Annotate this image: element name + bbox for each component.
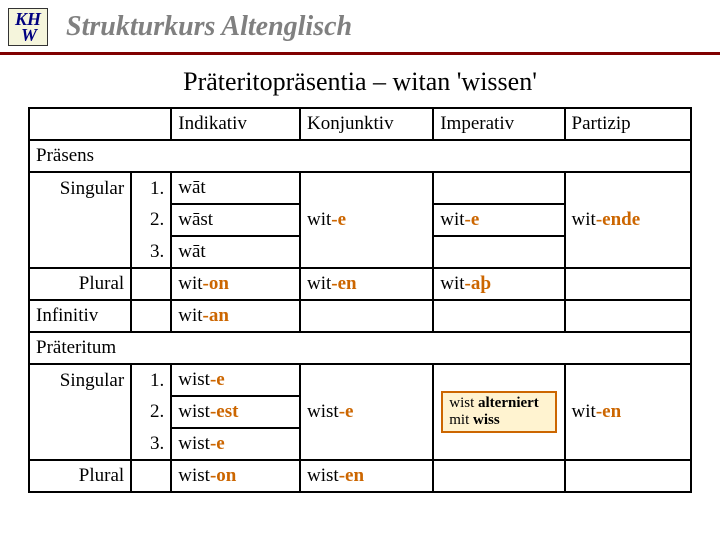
paradigm-table: Indikativ Konjunktiv Imperativ Partizip … bbox=[28, 107, 692, 493]
section-infinitiv: Infinitiv bbox=[29, 300, 131, 332]
row-label-singular: Singular bbox=[29, 364, 131, 396]
cell-indikativ: wist-e bbox=[171, 364, 300, 396]
table-row: Plural wist-on wist-en bbox=[29, 460, 691, 492]
note-cell: wist alterniert mit wiss bbox=[433, 364, 564, 460]
cell-indikativ: wist-est bbox=[171, 396, 300, 428]
page-title: Präteritopräsentia – witan 'wissen' bbox=[0, 67, 720, 97]
row-label-plural: Plural bbox=[29, 460, 131, 492]
header-imperativ: Imperativ bbox=[433, 108, 564, 140]
cell-konjunktiv: wit-en bbox=[300, 268, 433, 300]
cell-indikativ: wit-on bbox=[171, 268, 300, 300]
cell-konjunktiv: wist-e bbox=[300, 396, 433, 428]
row-label-plural: Plural bbox=[29, 268, 131, 300]
person-number: 3. bbox=[131, 236, 171, 268]
cell-partizip: wit-ende bbox=[565, 172, 691, 268]
cell-partizip: wit-en bbox=[565, 364, 691, 460]
prasens-section-row: Präsens bbox=[29, 140, 691, 172]
cell-indikativ: wit-an bbox=[171, 300, 300, 332]
person-number: 2. bbox=[131, 396, 171, 428]
course-title: Strukturkurs Altenglisch bbox=[66, 11, 352, 43]
cell-konjunktiv: wist-en bbox=[300, 460, 433, 492]
header-bar: KH W Strukturkurs Altenglisch bbox=[0, 0, 720, 55]
cell-indikativ: wāt bbox=[171, 172, 300, 204]
logo-line2: W bbox=[15, 27, 41, 43]
row-label-singular: Singular bbox=[29, 172, 131, 204]
table-row: Singular 1. wist-e wist alterniert mit w… bbox=[29, 364, 691, 396]
cell-konjunktiv: wit-e bbox=[300, 204, 433, 236]
cell-indikativ: wāt bbox=[171, 236, 300, 268]
header-indikativ: Indikativ bbox=[171, 108, 300, 140]
cell-imperativ: wit-aþ bbox=[433, 268, 564, 300]
table-row: Infinitiv wit-an bbox=[29, 300, 691, 332]
cell-indikativ: wist-on bbox=[171, 460, 300, 492]
person-number: 3. bbox=[131, 428, 171, 460]
table-row: Singular 1. wāt wit-ende bbox=[29, 172, 691, 204]
table-row: Plural wit-on wit-en wit-aþ bbox=[29, 268, 691, 300]
person-number: 1. bbox=[131, 172, 171, 204]
cell-indikativ: wāst bbox=[171, 204, 300, 236]
logo: KH W bbox=[8, 8, 48, 46]
note-box: wist alterniert mit wiss bbox=[441, 391, 556, 433]
section-prateritum: Präteritum bbox=[29, 332, 691, 364]
section-prasens: Präsens bbox=[29, 140, 691, 172]
table-header-row: Indikativ Konjunktiv Imperativ Partizip bbox=[29, 108, 691, 140]
header-partizip: Partizip bbox=[565, 108, 691, 140]
cell-indikativ: wist-e bbox=[171, 428, 300, 460]
person-number: 2. bbox=[131, 204, 171, 236]
person-number: 1. bbox=[131, 364, 171, 396]
prateritum-section-row: Präteritum bbox=[29, 332, 691, 364]
header-konjunktiv: Konjunktiv bbox=[300, 108, 433, 140]
cell-imperativ: wit-e bbox=[433, 204, 564, 236]
